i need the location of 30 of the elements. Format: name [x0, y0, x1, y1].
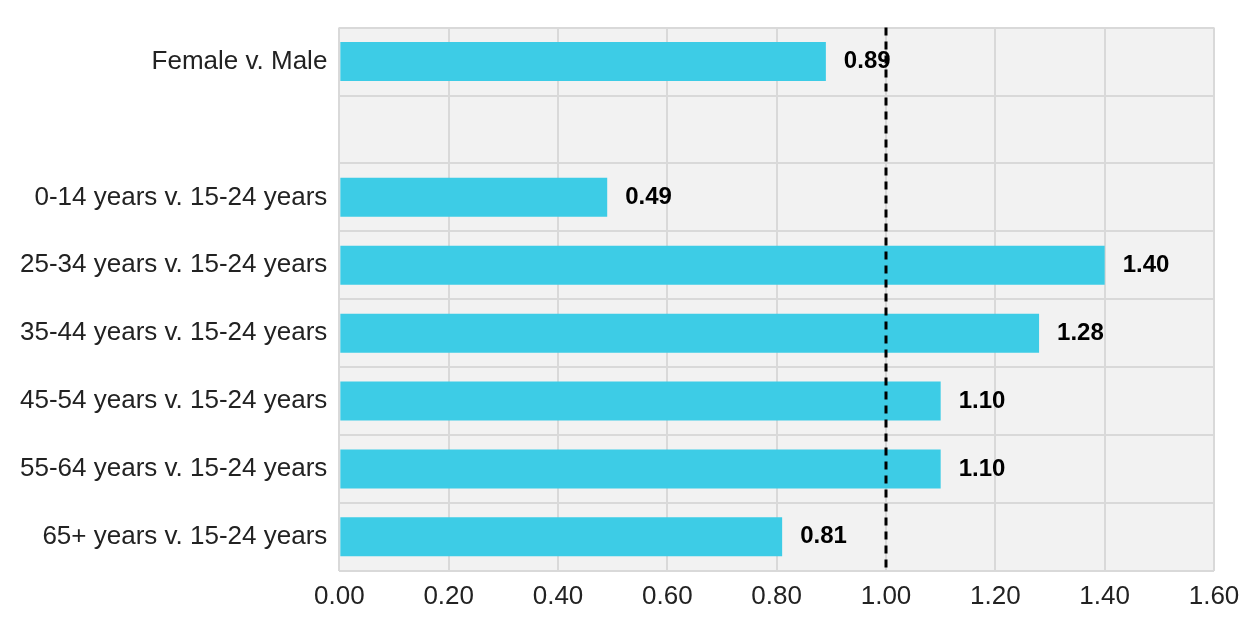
y-tick-label: 45-54 years v. 15-24 years	[20, 384, 328, 415]
x-tick-label: 0.60	[642, 579, 693, 610]
x-tick-label: 0.80	[751, 579, 802, 610]
bar	[340, 42, 826, 82]
x-tick-label: 0.40	[532, 579, 584, 610]
x-tick-label: 1.20	[970, 579, 1021, 610]
bar	[340, 245, 1105, 285]
y-tick-label: 25-34 years v. 15-24 years	[20, 248, 328, 279]
y-tick-label: 35-44 years v. 15-24 years	[20, 316, 328, 347]
y-tick-label: 55-64 years v. 15-24 years	[20, 452, 328, 483]
data-label: 0.89	[843, 46, 891, 74]
x-tick-label: 0.00	[314, 579, 365, 610]
data-label: 0.81	[800, 521, 847, 549]
bar	[340, 177, 608, 217]
x-tick-label: 1.00	[860, 579, 912, 610]
y-tick-label: 65+ years v. 15-24 years	[42, 520, 328, 551]
bar	[340, 381, 941, 421]
data-label: 1.40	[1122, 249, 1170, 277]
data-label: 1.28	[1057, 317, 1104, 345]
bar	[340, 313, 1040, 353]
y-tick-label: 0-14 years v. 15-24 years	[34, 180, 328, 211]
x-tick-label: 1.40	[1079, 579, 1130, 610]
bar	[340, 449, 941, 489]
data-label: 0.49	[625, 181, 672, 209]
y-tick-label: Female v. Male	[151, 44, 328, 75]
bar	[340, 517, 783, 557]
data-label: 1.10	[958, 453, 1006, 481]
x-tick-label: 0.20	[423, 579, 474, 610]
x-tick-label: 1.60	[1188, 579, 1240, 610]
data-label: 1.10	[958, 385, 1006, 413]
